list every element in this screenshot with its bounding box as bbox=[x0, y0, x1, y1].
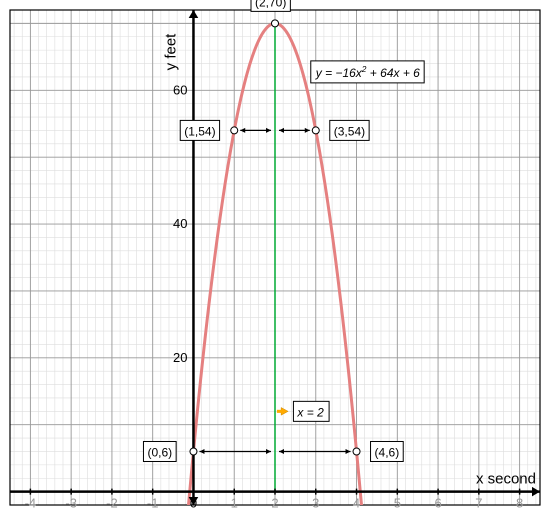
equation-label: y = −16x2 + 64x + 6 bbox=[311, 61, 424, 83]
x-tick-label: 0 bbox=[190, 496, 197, 511]
x-tick-label: 6 bbox=[434, 496, 441, 511]
axis-of-symmetry-label: x = 2 bbox=[293, 401, 329, 421]
x-tick-label: 4 bbox=[353, 496, 360, 511]
x-tick-label: 5 bbox=[394, 496, 401, 511]
svg-text:(2,70): (2,70) bbox=[255, 0, 286, 9]
x-tick-label: 8 bbox=[516, 496, 523, 511]
y-tick-label: 60 bbox=[173, 82, 187, 97]
point-label: (4,6) bbox=[371, 441, 404, 461]
svg-text:y = −16x2 + 64x + 6: y = −16x2 + 64x + 6 bbox=[315, 64, 420, 80]
svg-text:x = 2: x = 2 bbox=[296, 405, 324, 419]
svg-text:(3,54): (3,54) bbox=[334, 124, 365, 138]
y-tick-label: 20 bbox=[173, 350, 187, 365]
y-tick-label: 40 bbox=[173, 216, 187, 231]
point-label: (3,54) bbox=[330, 120, 369, 140]
data-point bbox=[312, 127, 319, 134]
data-point bbox=[272, 20, 279, 27]
x-tick-label: -4 bbox=[25, 496, 37, 511]
svg-text:(0,6): (0,6) bbox=[147, 445, 172, 459]
point-label: (0,6) bbox=[143, 441, 176, 461]
svg-text:(1,54): (1,54) bbox=[184, 124, 215, 138]
x-tick-label: -1 bbox=[147, 496, 159, 511]
data-point bbox=[353, 448, 360, 455]
data-point bbox=[190, 448, 197, 455]
x-tick-label: 1 bbox=[231, 496, 238, 511]
point-label: (2,70) bbox=[251, 0, 290, 11]
x-tick-label: 3 bbox=[312, 496, 319, 511]
y-axis-label: y feet bbox=[162, 33, 179, 71]
parabola-chart: -4 -3 -2 -1 0 1 2 3 4 5 6 7 8 20 40 60 x second y feet (0,… bbox=[0, 0, 551, 525]
x-axis-label: x second bbox=[476, 471, 536, 488]
x-tick-label: 2 bbox=[271, 496, 278, 511]
x-tick-label: -3 bbox=[65, 496, 77, 511]
data-point bbox=[231, 127, 238, 134]
x-tick-label: -2 bbox=[106, 496, 118, 511]
svg-text:(4,6): (4,6) bbox=[375, 445, 400, 459]
point-label: (1,54) bbox=[180, 120, 219, 140]
x-tick-label: 7 bbox=[475, 496, 482, 511]
